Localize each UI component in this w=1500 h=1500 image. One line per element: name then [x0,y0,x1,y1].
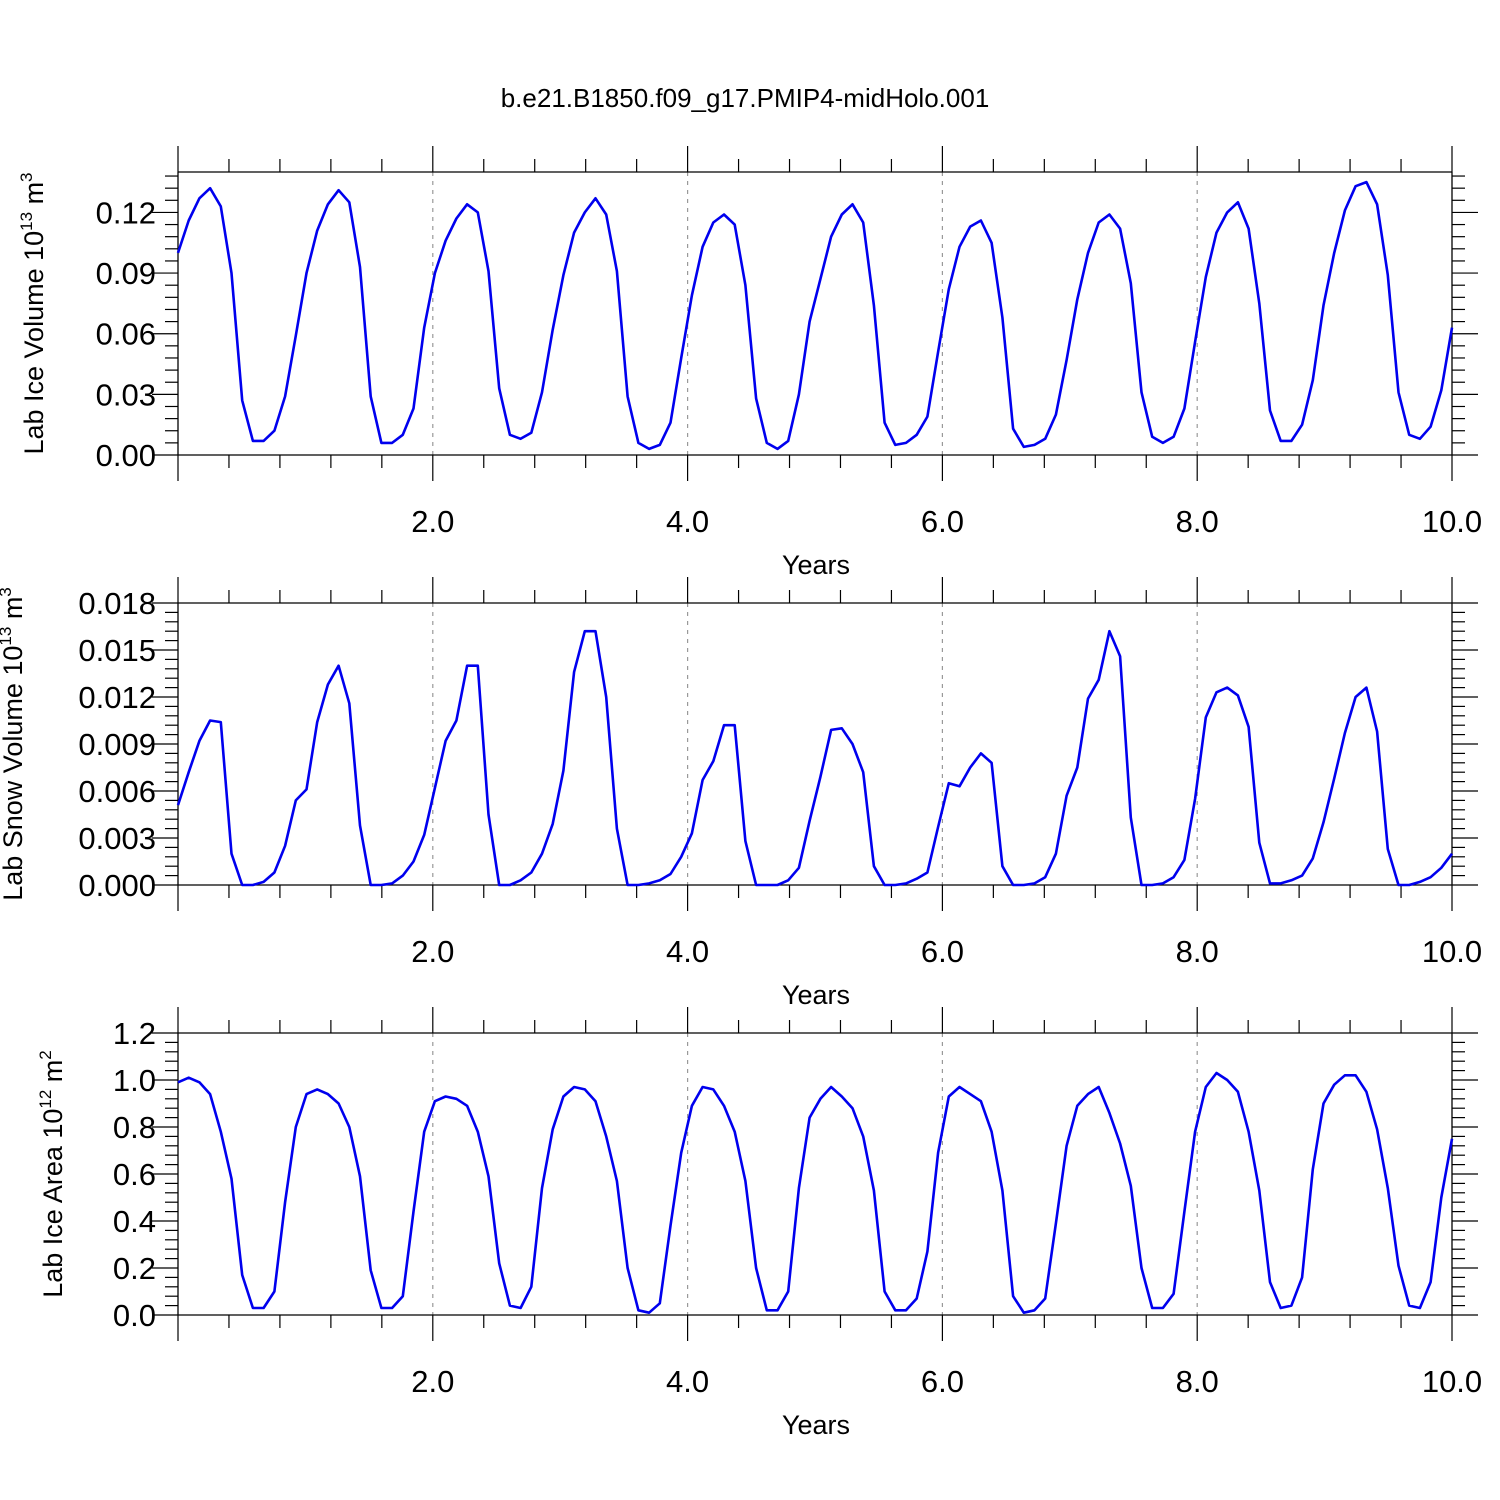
x-tick-label: 8.0 [1176,1364,1219,1399]
y-tick-label: 0.8 [113,1110,156,1145]
series-line [176,180,1454,451]
x-tick-label: 10.0 [1422,504,1482,539]
y-tick-label: 0.006 [78,774,156,809]
x-tick-label: 4.0 [666,504,709,539]
series-line [176,629,1454,887]
x-tick-label: 4.0 [666,934,709,969]
y-tick-label: 0.6 [113,1157,156,1192]
chart-panels: 0.00 0.03 0.06 0.09 0.12 2.0 4.0 6.0 8.0 10.0 Year… [0,146,1482,1440]
x-axis-label: Years [782,550,850,580]
x-tick-label: 8.0 [1176,504,1219,539]
x-tick-label: 6.0 [921,1364,964,1399]
y-tick-label: 0.012 [78,680,156,715]
x-tick-label: 6.0 [921,504,964,539]
chart-title: b.e21.B1850.f09_g17.PMIP4-midHolo.001 [501,83,990,113]
y-tick-label: 0.000 [78,868,156,903]
y-tick-label: 0.015 [78,633,156,668]
y-tick-label: 0.06 [96,317,156,352]
y-tick-label: 0.2 [113,1251,156,1286]
x-tick-label: 10.0 [1422,1364,1482,1399]
y-tick-label: 0.003 [78,821,156,856]
panel-1: 0.00 0.03 0.06 0.09 0.12 2.0 4.0 6.0 8.0 10.0 Year… [17,146,1482,580]
x-axis-label: Years [782,1410,850,1440]
y-axis-label: Lab Snow Volume 1013 m3 [0,587,28,901]
y-tick-label: 1.2 [113,1016,156,1051]
y-tick-label: 0.0 [113,1298,156,1333]
x-tick-label: 4.0 [666,1364,709,1399]
y-tick-label: 0.4 [113,1204,156,1239]
y-tick-label: 0.00 [96,438,156,473]
y-axis-label: Lab Ice Area 1012 m2 [36,1050,68,1298]
y-tick-label: 0.09 [96,256,156,291]
x-tick-label: 8.0 [1176,934,1219,969]
panel-3: 0.0 0.2 0.4 0.6 0.8 1.0 1.2 2.0 4.0 6.0 8.0 10.0 Yea… [36,1007,1482,1440]
y-tick-label: 1.0 [113,1063,156,1098]
y-tick-label: 0.12 [96,195,156,230]
y-tick-label: 0.009 [78,727,156,762]
x-tick-label: 10.0 [1422,934,1482,969]
x-axis-label: Years [782,980,850,1010]
x-tick-label: 2.0 [411,934,454,969]
y-tick-label: 0.018 [78,586,156,621]
panel-2: 0.000 0.003 0.006 0.009 0.012 0.015 0.018 2.0 4.… [0,577,1482,1010]
x-tick-label: 6.0 [921,934,964,969]
series-line [177,1071,1454,1314]
x-tick-label: 2.0 [411,504,454,539]
y-tick-label: 0.03 [96,377,156,412]
y-axis-label: Lab Ice Volume 1013 m3 [17,172,49,454]
x-tick-label: 2.0 [411,1364,454,1399]
